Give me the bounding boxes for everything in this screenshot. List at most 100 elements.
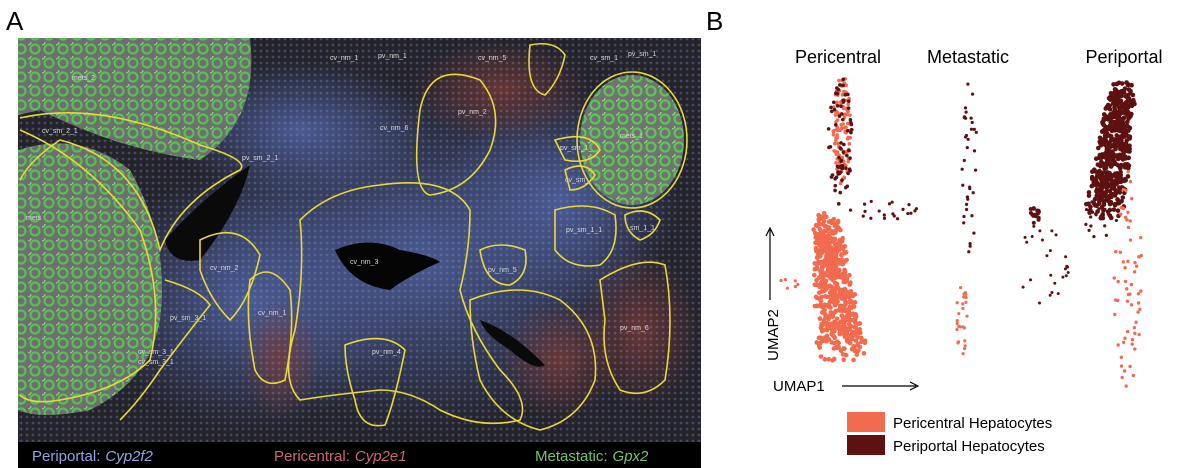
umap-point	[829, 106, 833, 110]
umap-point	[849, 121, 853, 125]
umap-point	[837, 240, 842, 245]
umap-point	[1096, 162, 1101, 167]
umap-point	[1124, 280, 1127, 283]
umap-point	[846, 102, 850, 106]
legend-entry: Pericentral:Cyp2e1	[274, 448, 407, 465]
umap-point	[832, 335, 837, 340]
umap-point	[843, 280, 848, 285]
umap-point	[1116, 280, 1119, 283]
umap-point	[1106, 115, 1111, 120]
umap-point	[830, 239, 835, 244]
umap-point	[1067, 271, 1070, 274]
region-label: cv_sm_1	[590, 55, 618, 62]
umap-point	[832, 357, 837, 362]
region-label: cv_sm_3_1	[138, 359, 174, 366]
umap-point	[1137, 301, 1140, 304]
legend-text: Periportal:	[32, 448, 100, 465]
umap-point	[839, 104, 843, 108]
umap-point	[1121, 110, 1126, 115]
umap-point	[1123, 337, 1126, 340]
umap-point	[843, 268, 848, 273]
umap-point	[847, 149, 851, 153]
umap-point	[975, 131, 978, 134]
region-label: cv_nm_1	[330, 55, 359, 62]
umap-point	[1127, 226, 1130, 229]
umap-point	[817, 218, 822, 223]
umap-point	[794, 285, 797, 288]
umap-point	[845, 339, 850, 344]
umap-point	[973, 128, 976, 131]
umap-point	[966, 146, 969, 149]
group-title: Pericentral	[795, 47, 881, 67]
umap-point	[1128, 126, 1133, 131]
umap-point	[965, 208, 968, 211]
umap-point	[836, 295, 841, 300]
umap-point	[1129, 238, 1132, 241]
umap-point	[844, 166, 848, 170]
umap-point	[1112, 173, 1117, 178]
umap-point	[1064, 255, 1067, 258]
umap-point	[834, 91, 838, 95]
umap-point	[834, 345, 839, 350]
umap-point	[817, 285, 822, 290]
umap-point	[823, 240, 828, 245]
umap-point	[966, 195, 969, 198]
umap-point	[863, 210, 866, 213]
umap-point	[833, 281, 838, 286]
umap-point	[1091, 211, 1094, 214]
umap-point	[1032, 221, 1036, 225]
umap-point	[1122, 341, 1125, 344]
umap-point	[1127, 293, 1130, 296]
umap-point	[819, 271, 824, 276]
umap-point	[821, 222, 826, 227]
umap-point	[796, 283, 799, 286]
umap-point	[1131, 98, 1136, 103]
umap-point	[1089, 215, 1092, 218]
legend-entry: Metastatic:Gpx2	[535, 448, 649, 465]
umap-point	[970, 214, 973, 217]
umap-point	[832, 229, 837, 234]
umap-point	[852, 325, 857, 330]
umap-point	[1126, 211, 1129, 214]
umap-point	[847, 106, 851, 110]
umap-point	[1126, 146, 1131, 151]
umap-point	[841, 84, 845, 88]
umap-point	[1125, 120, 1130, 125]
umap-point	[1057, 292, 1060, 295]
umap-point	[842, 143, 846, 147]
umap-point	[1099, 143, 1104, 148]
umap-point	[828, 310, 833, 315]
region-label: pv_nm_2	[458, 109, 487, 116]
umap-point	[833, 189, 837, 193]
umap-point	[878, 209, 881, 212]
umap-point	[813, 235, 818, 240]
umap-point	[825, 334, 830, 339]
umap-point	[1108, 133, 1113, 138]
umap-point	[1112, 208, 1115, 211]
umap-point	[833, 184, 837, 188]
umap-point	[961, 307, 964, 310]
umap-point	[1132, 374, 1135, 377]
umap-point	[965, 111, 968, 114]
umap-point	[837, 202, 841, 206]
umap-point	[850, 128, 854, 132]
umap-point	[1114, 250, 1117, 253]
umap-point	[970, 128, 973, 131]
umap-point	[1105, 234, 1108, 237]
umap-point	[822, 308, 827, 313]
umap-point	[1140, 254, 1143, 257]
region-label: pv_sm_3_1	[170, 315, 206, 322]
umap-point	[1092, 178, 1097, 183]
umap-point	[1094, 213, 1097, 216]
umap-point	[891, 201, 894, 204]
umap-point	[1102, 116, 1107, 121]
umap-point	[1113, 107, 1118, 112]
umap-point	[819, 232, 824, 237]
umap-point	[1128, 365, 1131, 368]
umap-point	[812, 273, 817, 278]
umap-point	[963, 339, 966, 342]
umap-point	[833, 291, 838, 296]
umap-point	[855, 343, 860, 348]
umap-point	[1037, 218, 1041, 222]
